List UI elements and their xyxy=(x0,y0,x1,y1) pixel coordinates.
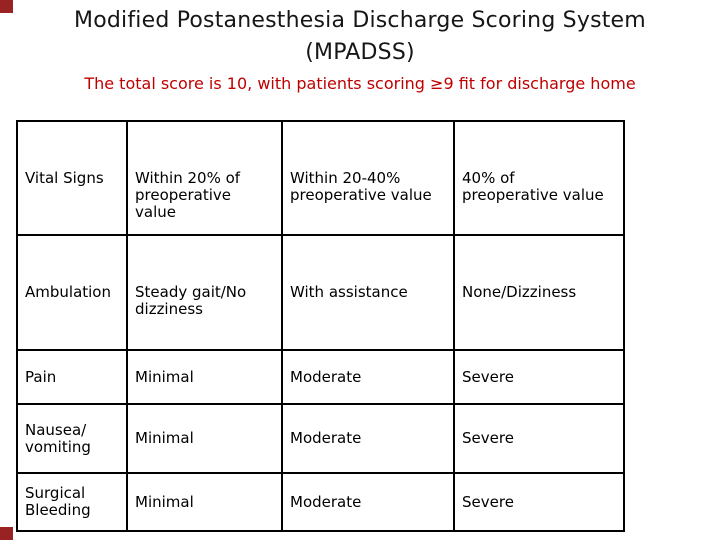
page-title: Modified Postanesthesia Discharge Scorin… xyxy=(74,8,646,65)
score-cell: Minimal xyxy=(127,350,282,404)
cell-text: Vital Signs xyxy=(25,168,104,187)
row-category-cell: Pain xyxy=(17,350,127,404)
cell-text: Within 20-40% preoperative value xyxy=(290,168,432,204)
cell-text: Minimal xyxy=(135,429,194,447)
cell-text: With assistance xyxy=(290,283,408,301)
page-subtitle: The total score is 10, with patients sco… xyxy=(84,74,636,93)
corner-accent-square-bottom-left xyxy=(0,527,13,540)
cell-text: Moderate xyxy=(290,429,362,447)
cell-text: Minimal xyxy=(135,492,194,511)
row-category-cell: Ambulation xyxy=(17,235,127,350)
score-cell: Minimal xyxy=(127,473,282,531)
score-cell: 40% of preoperative value xyxy=(454,121,624,235)
score-cell: Moderate xyxy=(282,350,454,404)
cell-text: Severe xyxy=(462,367,514,386)
cell-text: Severe xyxy=(462,492,514,511)
score-cell: Moderate xyxy=(282,404,454,473)
cell-text: Severe xyxy=(462,429,514,447)
corner-accent-square-top-left xyxy=(0,0,13,13)
cell-text: Moderate xyxy=(290,492,362,511)
cell-text: 40% of preoperative value xyxy=(462,168,604,204)
score-cell: Steady gait/No dizziness xyxy=(127,235,282,350)
row-category-cell: Vital Signs xyxy=(17,121,127,235)
row-category-cell: Surgical Bleeding xyxy=(17,473,127,531)
score-cell: Severe xyxy=(454,473,624,531)
cell-text: Minimal xyxy=(135,367,194,386)
score-cell: Within 20% of preoperative value xyxy=(127,121,282,235)
cell-text: Moderate xyxy=(290,367,362,386)
score-cell: With assistance xyxy=(282,235,454,350)
cell-text: Surgical Bleeding xyxy=(25,484,91,519)
cell-text: Ambulation xyxy=(25,283,111,301)
score-cell: Severe xyxy=(454,404,624,473)
score-cell: None/Dizziness xyxy=(454,235,624,350)
score-cell: Severe xyxy=(454,350,624,404)
row-category-cell: Nausea/ vomiting xyxy=(17,404,127,473)
cell-text: Pain xyxy=(25,367,57,386)
mpadss-score-table: Vital Signs Within 20% of preoperative va… xyxy=(16,120,625,532)
score-cell: Within 20-40% preoperative value xyxy=(282,121,454,235)
cell-text: Within 20% of preoperative value xyxy=(135,168,241,221)
score-cell: Moderate xyxy=(282,473,454,531)
cell-text: None/Dizziness xyxy=(462,283,577,301)
score-cell: Minimal xyxy=(127,404,282,473)
cell-text: Steady gait/No dizziness xyxy=(135,283,247,318)
cell-text: Nausea/ vomiting xyxy=(25,420,91,456)
